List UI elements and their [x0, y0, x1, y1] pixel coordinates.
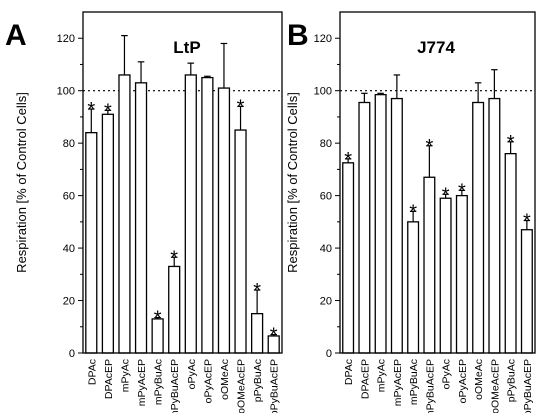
bar — [118, 74, 131, 354]
significance-star: * — [253, 280, 261, 302]
bar — [101, 113, 114, 354]
bar — [407, 221, 420, 354]
category-label: DPAc — [343, 359, 355, 385]
plot-frame — [339, 11, 536, 354]
bar — [342, 162, 355, 354]
y-tick-label: 40 — [63, 243, 75, 255]
significance-star: * — [104, 100, 112, 122]
y-tick-label: 80 — [63, 138, 75, 150]
panel-title: LtP — [173, 38, 200, 57]
significance-star: * — [458, 180, 466, 202]
category-label: mPyAcEP — [136, 359, 148, 406]
significance-star: * — [344, 149, 352, 171]
category-label: mPyAcEP — [392, 359, 404, 406]
bar — [251, 313, 264, 354]
category-label: oPyAcEP — [457, 359, 469, 403]
significance-star: * — [270, 325, 278, 347]
y-tick-label: 80 — [320, 138, 332, 150]
category-label: pPyBuAc — [506, 359, 518, 402]
category-label: DPAcEP — [103, 359, 115, 399]
y-tick-label: 40 — [320, 243, 332, 255]
significance-star: * — [507, 132, 515, 154]
y-axis-label: Respiration [% of Control Cells] — [14, 92, 29, 273]
category-label: mPyAc — [119, 359, 131, 392]
y-axis-label: Respiration [% of Control Cells] — [285, 92, 300, 273]
significance-star: * — [409, 201, 417, 223]
y-tick-label: 20 — [320, 296, 332, 308]
category-label: mPyBuAc — [408, 359, 420, 405]
significance-star: * — [523, 211, 531, 233]
bar — [439, 197, 452, 354]
panel-b-chart: B J774 Respiration [% of Control Cells] 0 20… — [285, 11, 536, 413]
panel-title: J774 — [417, 38, 455, 57]
y-tick-label: 0 — [69, 348, 75, 360]
category-label: pPyBuAcEP — [269, 359, 281, 413]
significance-star: * — [87, 99, 95, 121]
category-label: mPyAc — [376, 359, 388, 392]
category-label: oPyAcEP — [202, 359, 214, 403]
category-label: oOMeAcEP — [489, 359, 501, 413]
bar — [201, 76, 214, 354]
bar — [472, 101, 485, 354]
bar — [390, 97, 403, 354]
bar — [184, 74, 197, 354]
bar — [134, 82, 148, 354]
y-tick-label: 0 — [326, 348, 332, 360]
category-label: pPyBuAc — [252, 359, 264, 402]
y-tick-label: 100 — [314, 86, 332, 98]
panel-a-chart: A LtP Respiration [% of Control Cells] 0 20 4… — [5, 11, 283, 413]
category-label: oOMeAc — [473, 359, 485, 400]
category-label: DPAcEP — [359, 359, 371, 399]
significance-star: * — [237, 96, 245, 118]
category-label: oOMeAcEP — [236, 359, 248, 413]
bar — [168, 265, 181, 354]
plot-frame — [82, 11, 283, 354]
bar — [374, 93, 387, 354]
category-label: mPyBuAc — [153, 359, 165, 405]
category-label: mPyBuAcEP — [424, 359, 436, 413]
panel-letter: A — [5, 19, 27, 52]
y-tick-label: 20 — [63, 296, 75, 308]
bar — [423, 176, 436, 354]
category-label: DPAc — [86, 359, 98, 385]
bar — [455, 194, 468, 354]
y-tick-label: 60 — [320, 191, 332, 203]
category-label: oPyAc — [441, 359, 453, 389]
y-tick-label: 120 — [314, 33, 332, 45]
significance-star: * — [425, 136, 433, 158]
y-tick-label: 60 — [63, 191, 75, 203]
significance-star: * — [154, 308, 162, 330]
panel-letter: B — [287, 19, 309, 52]
y-tick-label: 120 — [57, 33, 75, 45]
category-label: pPyBuAcEP — [522, 359, 534, 413]
bar — [234, 129, 247, 354]
significance-star: * — [170, 247, 178, 269]
category-label: mPyBuAcEP — [169, 359, 181, 413]
bar — [504, 152, 517, 354]
bar — [217, 87, 231, 354]
category-label: oOMeAc — [219, 359, 231, 400]
significance-star: * — [442, 184, 450, 206]
y-tick-label: 100 — [57, 86, 75, 98]
bar — [520, 229, 533, 354]
bar — [488, 97, 501, 354]
bar — [358, 101, 371, 354]
bar — [85, 132, 98, 354]
category-label: oPyAc — [186, 359, 198, 389]
